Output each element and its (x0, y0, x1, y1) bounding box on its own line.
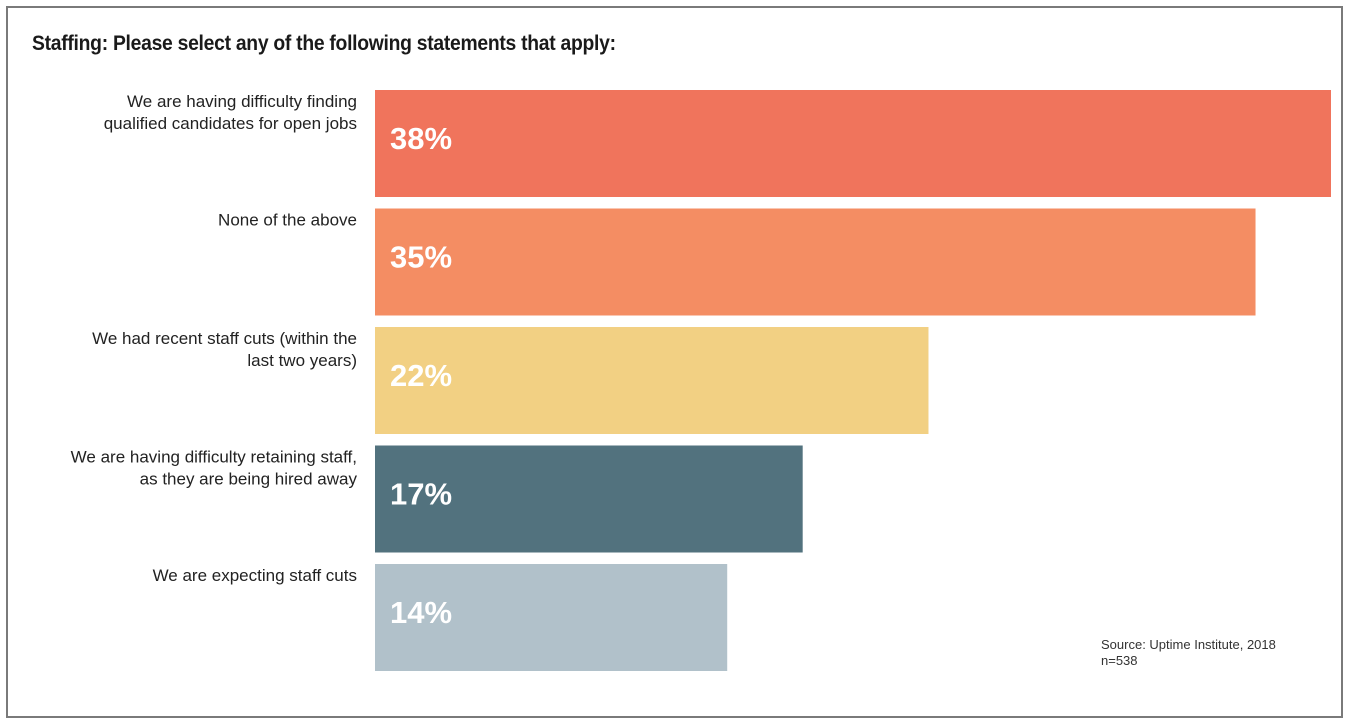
category-label-line: We had recent staff cuts (within the (92, 329, 357, 348)
category-label-line: as they are being hired away (140, 470, 358, 489)
bar (375, 445, 803, 553)
category-label-line: We are having difficulty retaining staff… (71, 448, 357, 467)
category-label: We are having difficulty retaining staff… (71, 448, 358, 489)
source-note: Source: Uptime Institute, 2018 n=538 (1101, 637, 1276, 669)
bar-value-label: 14% (390, 595, 452, 630)
bar-group: 22% We had recent staff cuts (within the l… (92, 327, 929, 434)
source-text: Source: Uptime Institute, 2018 (1101, 637, 1276, 652)
bar-group: 35% None of the above (218, 208, 1256, 316)
category-label: We are expecting staff cuts (153, 566, 357, 585)
bar (375, 327, 929, 434)
chart-title: Staffing: Please select any of the follo… (32, 32, 616, 55)
category-label: We are having difficulty finding qualifie… (104, 92, 357, 133)
bar-value-label: 35% (390, 240, 452, 275)
category-label-line: qualified candidates for open jobs (104, 114, 357, 133)
category-label: None of the above (218, 211, 357, 230)
bar-group: 38% We are having difficulty finding quali… (104, 90, 1331, 197)
bar-group: 14% We are expecting staff cuts (153, 564, 728, 671)
category-label-line: We are expecting staff cuts (153, 566, 357, 585)
bar (375, 564, 728, 671)
bar-value-label: 38% (390, 121, 452, 156)
bar (375, 208, 1256, 316)
category-label: We had recent staff cuts (within the last… (92, 329, 357, 370)
sample-size: n=538 (1101, 653, 1138, 668)
bar-group: 17% We are having difficulty retaining st… (71, 445, 803, 553)
bar-value-label: 17% (390, 477, 452, 512)
bar (375, 90, 1331, 197)
category-label-line: last two years) (247, 351, 357, 370)
bar-value-label: 22% (390, 358, 452, 393)
category-label-line: We are having difficulty finding (127, 92, 357, 111)
category-label-line: None of the above (218, 211, 357, 230)
